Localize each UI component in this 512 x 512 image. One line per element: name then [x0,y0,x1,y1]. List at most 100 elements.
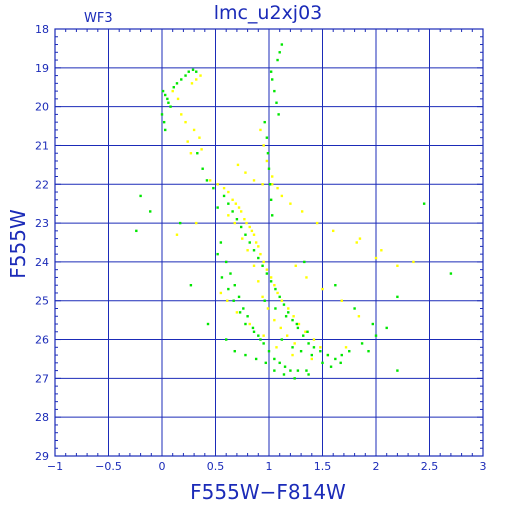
yellow-data-point [234,202,238,205]
yellow-data-point [291,353,294,357]
yellow-data-point [235,311,239,314]
green-data-point [367,349,370,353]
green-data-point [169,105,172,108]
y-tick-label: 26 [35,334,49,347]
y-tick-label: 24 [35,256,49,269]
yellow-data-point [261,183,264,186]
green-data-point [196,152,199,155]
green-data-point [212,186,215,190]
green-data-point [244,233,247,236]
green-data-point [160,113,164,116]
yellow-data-point [292,315,295,318]
yellow-data-point [195,221,198,225]
green-data-point [244,322,247,326]
green-data-point [273,369,276,372]
green-data-point [280,338,284,341]
yellow-data-point [396,264,399,267]
yellow-data-point [273,318,276,322]
x-tick-label: 1.5 [314,460,332,473]
yellow-data-point [233,221,236,225]
green-data-point [257,256,260,260]
yellow-data-point [252,233,256,236]
yellow-data-point [222,186,226,190]
green-data-point [422,202,426,205]
yellow-data-point [180,113,183,116]
green-data-point [267,349,271,353]
yellow-data-point [273,284,276,287]
green-data-point [178,221,182,225]
green-data-point [319,349,322,353]
green-data-point [225,338,228,341]
green-data-point [252,249,256,252]
green-data-point [266,152,270,155]
yellow-data-point [265,268,269,271]
green-data-point [287,311,290,314]
green-data-point [307,373,310,376]
yellow-data-point [237,206,241,209]
green-data-point [339,361,342,365]
yellow-data-point [276,186,279,190]
green-data-point [269,280,273,283]
green-data-point [232,299,235,302]
green-data-point [360,342,364,345]
green-data-point [371,322,374,326]
yellow-data-point [374,256,378,260]
green-data-point [164,93,167,97]
green-data-point [275,101,278,104]
yellow-data-point [315,221,319,225]
green-data-point [206,322,210,326]
green-data-point [189,284,193,287]
green-data-point [216,206,219,209]
green-data-point [274,287,277,291]
green-data-point [227,202,230,205]
green-data-point [162,120,166,124]
green-data-point [280,43,284,46]
yellow-data-point [192,128,196,132]
green-data-point [310,353,313,357]
green-data-point [374,334,378,337]
green-data-point [284,315,288,318]
green-data-point [274,307,277,310]
yellow-data-point [241,237,244,240]
yellow-data-point [227,190,230,194]
green-data-point [259,338,262,341]
green-data-point [246,315,249,318]
green-data-point [385,326,388,330]
green-data-point [248,241,251,244]
green-data-point [220,276,224,279]
green-data-point [222,194,226,198]
green-data-point [296,369,300,372]
yellow-data-point [280,194,284,198]
y-tick-label: 20 [35,101,49,114]
yellow-data-point [248,322,251,326]
green-data-point [263,120,266,124]
green-data-point [278,295,281,299]
labels-layer: −1 −0.5 0 0.5 1 1.5 2 2.5 3 18 19 20 21 22 23 24 25 26 27 2… [35,23,487,473]
green-data-point [219,241,223,244]
green-data-point [306,330,309,333]
green-data-point [307,342,310,345]
green-data-point [184,74,187,77]
yellow-data-point [259,128,262,132]
yellow-data-point [239,210,243,213]
green-data-point [273,89,276,93]
yellow-data-point [287,307,290,310]
yellow-data-point [219,291,223,295]
yellow-data-point [257,245,260,248]
green-data-point [242,307,245,310]
yellow-data-point [358,237,362,240]
green-data-point [326,353,330,357]
yellow-data-point [248,225,251,229]
green-data-point [353,307,356,310]
green-data-point [195,70,198,73]
yellow-data-point [254,241,258,244]
green-data-point [291,318,294,322]
yellow-data-point [340,299,343,302]
green-data-point [161,89,165,93]
green-data-point [396,369,399,372]
green-data-point [175,82,179,85]
y-tick-label: 22 [35,178,49,191]
yellow-data-point [262,260,265,264]
green-data-point [396,295,399,299]
